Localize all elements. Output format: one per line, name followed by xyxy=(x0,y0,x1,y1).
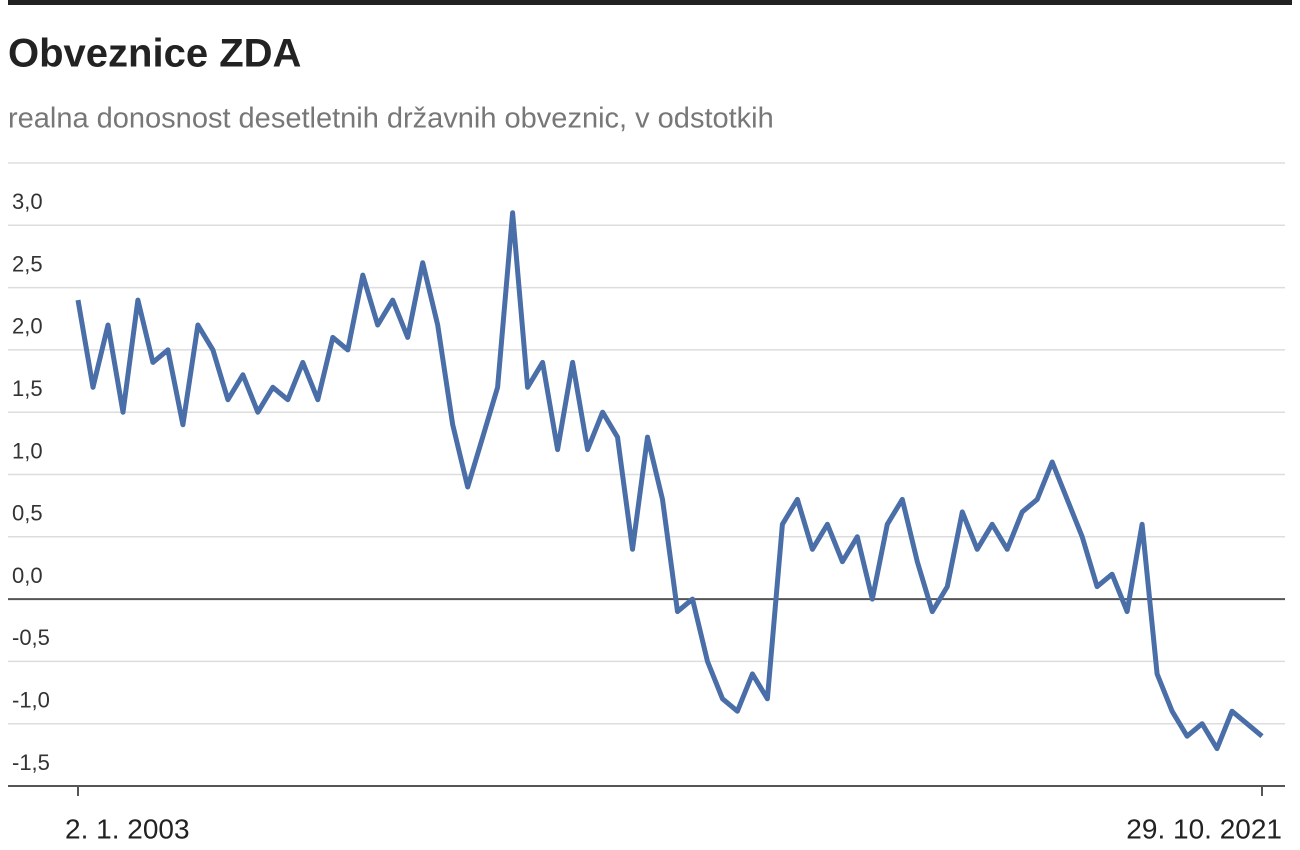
y-tick-label: 2,0 xyxy=(12,314,43,339)
y-tick-label: -0,5 xyxy=(12,625,50,650)
data-line xyxy=(75,210,1264,752)
y-tick-label: 0,5 xyxy=(12,501,43,526)
y-tick-label: 3,0 xyxy=(12,189,43,214)
y-tick-label: 1,0 xyxy=(12,438,43,463)
y-tick-label: -1,0 xyxy=(12,688,50,713)
chart-title: Obveznice ZDA xyxy=(8,32,301,76)
y-tick-label: -1,5 xyxy=(12,750,50,775)
y-tick-label: 2,5 xyxy=(12,251,43,276)
top-rule xyxy=(8,0,1292,5)
chart-subtitle: realna donosnost desetletnih državnih ob… xyxy=(8,103,774,135)
x-tick-label: 2. 1. 2003 xyxy=(65,813,190,844)
y-tick-label: 0,0 xyxy=(12,563,43,588)
y-tick-label: 1,5 xyxy=(12,376,43,401)
x-tick-label: 29. 10. 2021 xyxy=(1126,813,1282,844)
